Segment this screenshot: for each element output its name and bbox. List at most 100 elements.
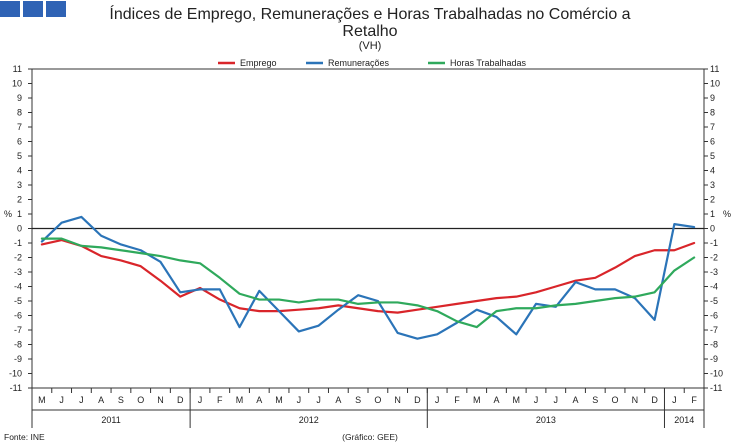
y-tick-label-right: -6 bbox=[710, 311, 718, 321]
y-tick-label-left: 10 bbox=[12, 79, 22, 89]
chart-subtitle: (VH) bbox=[359, 40, 382, 52]
x-tick-label: J bbox=[672, 395, 677, 405]
y-tick-label-right: -1 bbox=[710, 238, 718, 248]
x-tick-label: M bbox=[473, 395, 481, 405]
ine-logo bbox=[0, 0, 66, 18]
y-tick-label-left: 4 bbox=[17, 166, 22, 176]
y-tick-label-left: 3 bbox=[17, 180, 22, 190]
series-line-horas-trabalhadas bbox=[40, 237, 696, 329]
logo-square bbox=[23, 1, 43, 17]
y-tick-label-right: -11 bbox=[710, 383, 722, 393]
x-tick-label: M bbox=[512, 395, 520, 405]
y-tick-label-right: -2 bbox=[710, 253, 718, 263]
y-tick-label-right: -7 bbox=[710, 325, 718, 335]
x-tick-label: J bbox=[297, 395, 302, 405]
x-tick-label: D bbox=[651, 395, 658, 405]
y-tick-label-left: -9 bbox=[14, 354, 22, 364]
y-tick-label-right: 5 bbox=[710, 151, 715, 161]
x-tick-label: J bbox=[59, 395, 64, 405]
y-tick-label-right: -4 bbox=[710, 282, 718, 292]
x-tick-label: D bbox=[414, 395, 421, 405]
year-label: 2011 bbox=[101, 415, 120, 425]
x-tick-label: A bbox=[573, 395, 579, 405]
chart-credit: (Gráfico: GEE) bbox=[342, 432, 398, 442]
y-tick-label-left: -3 bbox=[14, 267, 22, 277]
year-label: 2013 bbox=[536, 415, 556, 425]
logo-square bbox=[0, 1, 20, 17]
y-tick-label-right: 0 bbox=[710, 224, 715, 234]
y-tick-label-right: 4 bbox=[710, 166, 715, 176]
year-label: 2014 bbox=[674, 415, 694, 425]
x-tick-label: M bbox=[38, 395, 46, 405]
x-tick-label: S bbox=[118, 395, 124, 405]
x-tick-label: J bbox=[554, 395, 559, 405]
x-tick-label: S bbox=[355, 395, 361, 405]
y-tick-label-right: 11 bbox=[710, 64, 719, 74]
x-tick-label: F bbox=[217, 395, 223, 405]
y-tick-label-right: 1 bbox=[710, 209, 715, 219]
x-tick-label: A bbox=[335, 395, 341, 405]
y-tick-label-left: -10 bbox=[9, 369, 22, 379]
x-tick-label: J bbox=[79, 395, 84, 405]
y-tick-label-right: -9 bbox=[710, 354, 718, 364]
x-tick-label: M bbox=[236, 395, 244, 405]
logo-square bbox=[46, 1, 66, 17]
y-tick-label-right: -3 bbox=[710, 267, 718, 277]
y-tick-label-right: -5 bbox=[710, 296, 718, 306]
y-tick-label-left: -1 bbox=[14, 238, 22, 248]
y-unit-label-left: % bbox=[4, 209, 12, 219]
source-note: Fonte: INE bbox=[4, 432, 45, 442]
y-tick-label-left: 5 bbox=[17, 151, 22, 161]
y-tick-label-left: -2 bbox=[14, 253, 22, 263]
y-tick-label-right: 9 bbox=[710, 93, 715, 103]
x-tick-label: M bbox=[275, 395, 283, 405]
legend-label: Horas Trabalhadas bbox=[450, 58, 527, 68]
x-tick-label: O bbox=[137, 395, 144, 405]
y-tick-label-right: -8 bbox=[710, 340, 718, 350]
y-tick-label-left: 8 bbox=[17, 108, 22, 118]
y-tick-label-right: 6 bbox=[710, 137, 715, 147]
y-tick-label-left: 1 bbox=[17, 209, 22, 219]
x-tick-label: J bbox=[198, 395, 203, 405]
x-tick-label: S bbox=[592, 395, 598, 405]
y-tick-label-left: 11 bbox=[13, 64, 22, 74]
x-tick-label: A bbox=[256, 395, 262, 405]
y-tick-label-right: 7 bbox=[710, 122, 715, 132]
x-tick-label: J bbox=[316, 395, 321, 405]
series-layer bbox=[32, 215, 704, 340]
legend: Emprego Remunerações Horas Trabalhadas bbox=[218, 58, 527, 68]
x-axis: M J J A S O N D J F M A M J J A S O N D J F M A M J J A S O N D J F 2011 20… bbox=[31, 388, 705, 428]
y-tick-label-left: -11 bbox=[10, 383, 22, 393]
y-tick-label-left: -7 bbox=[14, 325, 22, 335]
y-unit-label-right: % bbox=[723, 209, 731, 219]
y-tick-label-left: -4 bbox=[14, 282, 22, 292]
y-tick-label-left: -5 bbox=[14, 296, 22, 306]
y-tick-label-left: 9 bbox=[17, 93, 22, 103]
chart-title-line1: Índices de Emprego, Remunerações e Horas… bbox=[109, 4, 630, 23]
y-tick-label-left: 0 bbox=[17, 224, 22, 234]
legend-label: Remunerações bbox=[328, 58, 390, 68]
x-tick-label: N bbox=[632, 395, 639, 405]
x-tick-label: N bbox=[394, 395, 401, 405]
y-tick-label-left: -8 bbox=[14, 340, 22, 350]
y-tick-label-right: 8 bbox=[710, 108, 715, 118]
series-line-remuneracoes bbox=[40, 215, 696, 340]
year-label: 2012 bbox=[299, 415, 319, 425]
x-tick-label: A bbox=[98, 395, 104, 405]
y-tick-label-left: 2 bbox=[17, 195, 22, 205]
chart-title-line2: Retalho bbox=[342, 23, 397, 40]
x-tick-label: J bbox=[435, 395, 440, 405]
y-tick-label-right: 10 bbox=[710, 79, 720, 89]
legend-label: Emprego bbox=[240, 58, 277, 68]
y-tick-label-left: 6 bbox=[17, 137, 22, 147]
series-line-emprego bbox=[40, 239, 696, 314]
y-tick-label-right: 3 bbox=[710, 180, 715, 190]
y-tick-label-left: 7 bbox=[17, 122, 22, 132]
x-tick-label: J bbox=[534, 395, 539, 405]
x-tick-label: F bbox=[691, 395, 697, 405]
y-tick-label-left: -6 bbox=[14, 311, 22, 321]
y-tick-label-right: 2 bbox=[710, 195, 715, 205]
